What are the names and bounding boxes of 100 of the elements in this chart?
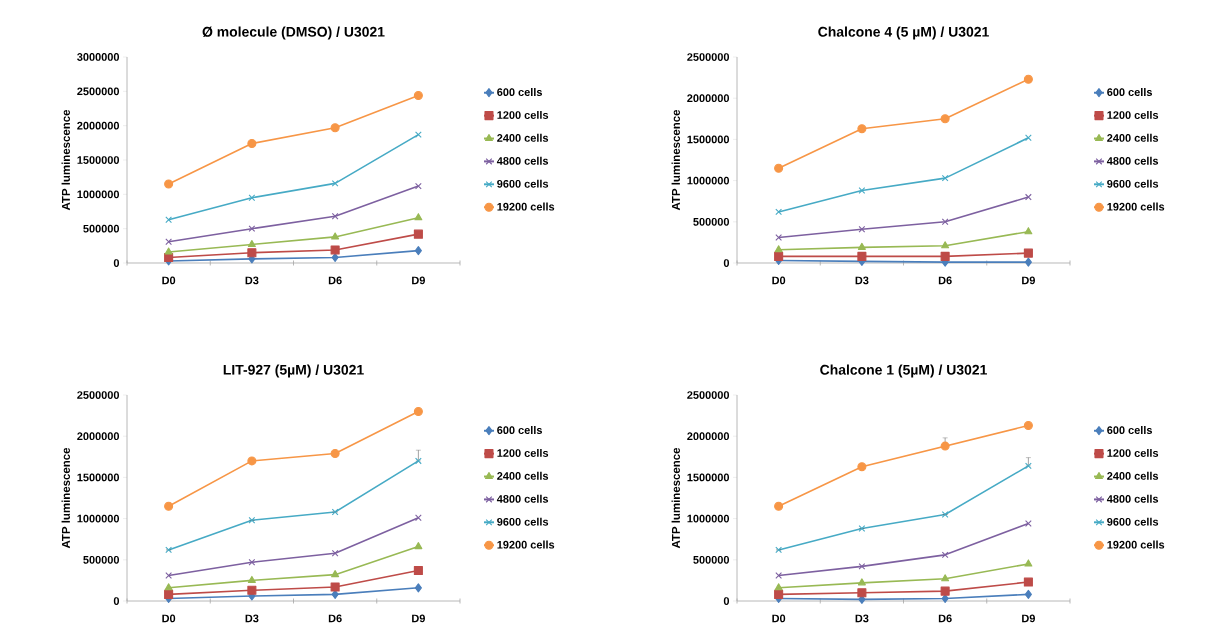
point: [1024, 589, 1032, 599]
x-tick-label: D9: [412, 276, 425, 285]
point: [858, 225, 866, 233]
point: [940, 586, 950, 596]
point: [164, 583, 173, 591]
point: [857, 462, 867, 472]
legend-label: 2400 cells: [497, 133, 549, 142]
legend-label: 600 cells: [497, 87, 542, 97]
point: [330, 245, 340, 255]
y-tick-label: 2000000: [77, 121, 120, 130]
legend-label: 4800 cells: [496, 156, 549, 165]
x-tick-label: D3: [245, 614, 259, 623]
point: [857, 124, 867, 134]
y-tick-label: 2500000: [687, 391, 730, 399]
point: [941, 241, 950, 249]
y-axis-title: ATP luminescence: [671, 447, 680, 549]
x-tick-label: D9: [1022, 276, 1035, 285]
point: [774, 589, 784, 599]
legend-label: 1200 cells: [1107, 448, 1159, 457]
point: [857, 588, 867, 598]
y-tick-label: 0: [723, 259, 730, 267]
x-tick-label: D6: [938, 614, 952, 623]
point: [940, 251, 950, 261]
legend-label: 9600 cells: [497, 179, 549, 188]
y-tick-label: 3000000: [77, 53, 120, 61]
y-axis-title: ATP luminescence: [61, 447, 70, 549]
legend-label: 600 cells: [1107, 87, 1152, 97]
y-axis-title: ATP luminescence: [671, 109, 680, 211]
chart-title: Chalcone 1 (5µM) / U3021: [820, 364, 987, 378]
point: [248, 558, 256, 566]
legend-label: 9600 cells: [1107, 179, 1159, 188]
point: [941, 218, 949, 226]
point: [940, 114, 950, 124]
point: [414, 542, 423, 550]
y-tick-label: 500000: [83, 555, 120, 564]
legend-label: 19200 cells: [1107, 540, 1165, 549]
x-tick-label: D6: [328, 276, 342, 285]
point: [413, 229, 423, 239]
point: [774, 245, 783, 253]
point: [940, 441, 950, 451]
point: [1024, 559, 1033, 567]
x-tick-label: D9: [1022, 614, 1035, 623]
point: [858, 563, 866, 570]
point: [1025, 193, 1032, 201]
point: [1024, 257, 1032, 267]
point: [415, 182, 422, 190]
y-tick-label: 1500000: [77, 473, 120, 482]
point: [413, 90, 423, 100]
x-tick-label: D3: [855, 614, 869, 623]
point: [857, 578, 866, 586]
point: [247, 239, 256, 247]
point: [941, 174, 949, 182]
legend-label: 4800 cells: [1106, 494, 1159, 503]
point: [774, 501, 784, 511]
point: [857, 251, 867, 261]
x-tick-label: D0: [772, 614, 786, 623]
legend-label: 4800 cells: [496, 494, 549, 503]
y-tick-label: 1000000: [687, 176, 730, 185]
point: [413, 406, 423, 417]
x-tick-label: D3: [245, 276, 259, 285]
chart-title: LIT-927 (5µM) / U3021: [223, 364, 364, 378]
y-axis-title: ATP luminescence: [61, 109, 70, 211]
legend-label: 4800 cells: [1106, 156, 1159, 165]
y-tick-label: 500000: [693, 555, 730, 564]
point: [331, 232, 340, 240]
point: [331, 549, 339, 557]
legend-label: 19200 cells: [497, 202, 555, 211]
y-tick-label: 1000000: [77, 514, 120, 523]
point: [248, 194, 256, 202]
x-tick-label: D3: [855, 276, 869, 285]
point: [1023, 420, 1033, 431]
point: [164, 501, 174, 511]
chart-title: Chalcone 4 (5 µM) / U3021: [818, 26, 989, 40]
point: [413, 565, 423, 576]
point: [857, 242, 866, 250]
legend-label: 1200 cells: [1107, 110, 1159, 119]
y-tick-label: 1000000: [687, 514, 730, 523]
legend-label: 600 cells: [497, 425, 542, 435]
y-tick-label: 500000: [83, 224, 120, 233]
point: [330, 123, 340, 133]
point: [1023, 74, 1033, 84]
point: [941, 574, 950, 582]
point: [858, 187, 866, 194]
legend-label: 19200 cells: [1107, 202, 1165, 211]
legend-label: 2400 cells: [1107, 133, 1159, 142]
point: [331, 570, 340, 578]
y-tick-label: 2500000: [77, 87, 120, 96]
legend-label: 1200 cells: [497, 110, 549, 119]
point: [774, 163, 784, 173]
y-tick-label: 0: [113, 259, 120, 267]
point: [414, 246, 422, 256]
point: [247, 575, 256, 583]
y-tick-label: 2000000: [687, 432, 730, 441]
point: [330, 448, 340, 459]
x-tick-label: D0: [162, 614, 176, 623]
point: [330, 582, 340, 592]
x-tick-label: D6: [328, 614, 342, 623]
point: [415, 514, 422, 522]
legend-label: 9600 cells: [497, 517, 549, 526]
y-tick-label: 500000: [693, 217, 730, 226]
